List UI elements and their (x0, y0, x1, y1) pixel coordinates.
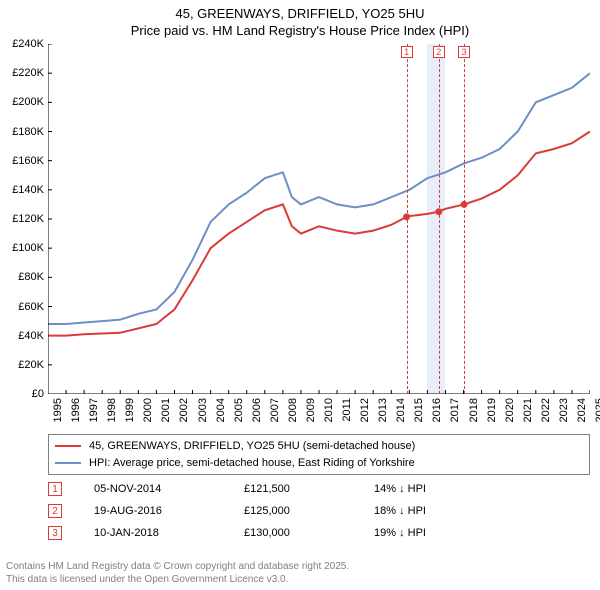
transactions-table: 1 05-NOV-2014£121,50014% ↓ HPI 2 19-AUG-201… (48, 478, 590, 544)
x-tick-label: 2015 (413, 398, 425, 422)
transaction-pct-vs-hpi: 18% ↓ HPI (374, 505, 590, 517)
x-tick-label: 2004 (215, 398, 227, 422)
y-tick-label: £100K (12, 242, 44, 254)
transaction-date: 19-AUG-2016 (94, 505, 244, 517)
footer-line1: Contains HM Land Registry data © Crown c… (6, 561, 349, 574)
x-tick-label: 2000 (142, 398, 154, 422)
x-tick-label: 2002 (178, 398, 190, 422)
y-tick-label: £160K (12, 155, 44, 167)
event-vline (407, 44, 408, 394)
title-block: 45, GREENWAYS, DRIFFIELD, YO25 5HU Price… (0, 0, 600, 40)
transaction-pct-vs-hpi: 14% ↓ HPI (374, 483, 590, 495)
x-tick-label: 2012 (359, 398, 371, 422)
x-tick-label: 2021 (522, 398, 534, 422)
x-tick-label: 2011 (341, 398, 353, 422)
y-tick-label: £240K (12, 38, 44, 50)
x-tick-label: 2007 (269, 398, 281, 422)
x-tick-label: 2017 (449, 398, 461, 422)
event-marker-box: 1 (401, 46, 413, 58)
x-tick-label: 2024 (576, 398, 588, 422)
x-tick-label: 2020 (504, 398, 516, 422)
x-tick-label: 2023 (558, 398, 570, 422)
x-tick-label: 2016 (431, 398, 443, 422)
x-tick-label: 2005 (233, 398, 245, 422)
y-axis-labels: £0£20K£40K£60K£80K£100K£120K£140K£160K£1… (0, 44, 46, 394)
transaction-price: £130,000 (244, 527, 374, 539)
legend: 45, GREENWAYS, DRIFFIELD, YO25 5HU (semi… (48, 434, 590, 475)
x-tick-label: 1997 (88, 398, 100, 422)
y-tick-label: £120K (12, 213, 44, 225)
x-tick-label: 2014 (395, 398, 407, 422)
legend-item: 45, GREENWAYS, DRIFFIELD, YO25 5HU (semi… (55, 438, 583, 455)
x-tick-label: 2022 (540, 398, 552, 422)
series-price_paid (48, 132, 590, 336)
transaction-row: 1 05-NOV-2014£121,50014% ↓ HPI (48, 478, 590, 500)
x-axis-labels: 1995 1996 1997 1998 1999 2000 2001 2002 2003 2004… (48, 396, 590, 436)
x-tick-label: 2019 (486, 398, 498, 422)
x-tick-label: 1998 (106, 398, 118, 422)
x-tick-label: 2010 (323, 398, 335, 422)
x-tick-label: 1999 (124, 398, 136, 422)
x-tick-label: 2003 (197, 398, 209, 422)
transaction-row: 3 10-JAN-2018£130,00019% ↓ HPI (48, 522, 590, 544)
transaction-row: 2 19-AUG-2016£125,00018% ↓ HPI (48, 500, 590, 522)
footer-line2: This data is licensed under the Open Gov… (6, 574, 349, 587)
legend-label: 45, GREENWAYS, DRIFFIELD, YO25 5HU (semi… (89, 438, 415, 455)
y-tick-label: £40K (18, 330, 44, 342)
y-tick-label: £200K (12, 96, 44, 108)
series-hpi (48, 73, 590, 324)
y-tick-label: £140K (12, 184, 44, 196)
transaction-index-box: 2 (48, 504, 62, 518)
chart-plot-area: 1 2 3 (48, 44, 590, 394)
legend-item: HPI: Average price, semi-detached house,… (55, 455, 583, 472)
event-vline (464, 44, 465, 394)
legend-swatch (55, 462, 81, 464)
event-marker-box: 3 (458, 46, 470, 58)
y-tick-label: £220K (12, 67, 44, 79)
chart-container: 45, GREENWAYS, DRIFFIELD, YO25 5HU Price… (0, 0, 600, 590)
chart-svg (48, 44, 590, 394)
y-tick-label: £80K (18, 271, 44, 283)
transaction-price: £121,500 (244, 483, 374, 495)
footer-attribution: Contains HM Land Registry data © Crown c… (6, 561, 349, 586)
transaction-price: £125,000 (244, 505, 374, 517)
transaction-index-box: 1 (48, 482, 62, 496)
y-tick-label: £60K (18, 301, 44, 313)
transaction-index-box: 3 (48, 526, 62, 540)
y-tick-label: £0 (32, 388, 44, 400)
transaction-date: 10-JAN-2018 (94, 527, 244, 539)
event-vline (439, 44, 440, 394)
y-tick-label: £20K (18, 359, 44, 371)
x-tick-label: 2009 (305, 398, 317, 422)
x-tick-label: 2006 (251, 398, 263, 422)
x-tick-label: 2001 (160, 398, 172, 422)
x-tick-label: 2018 (468, 398, 480, 422)
x-tick-label: 2013 (377, 398, 389, 422)
event-marker-box: 2 (433, 46, 445, 58)
x-tick-label: 1995 (52, 398, 64, 422)
legend-swatch (55, 445, 81, 447)
title-line1: 45, GREENWAYS, DRIFFIELD, YO25 5HU (0, 6, 600, 23)
y-tick-label: £180K (12, 126, 44, 138)
x-tick-label: 2025 (594, 398, 600, 422)
x-tick-label: 1996 (70, 398, 82, 422)
transaction-date: 05-NOV-2014 (94, 483, 244, 495)
legend-label: HPI: Average price, semi-detached house,… (89, 455, 415, 472)
title-line2: Price paid vs. HM Land Registry's House … (0, 23, 600, 40)
transaction-pct-vs-hpi: 19% ↓ HPI (374, 527, 590, 539)
x-tick-label: 2008 (287, 398, 299, 422)
